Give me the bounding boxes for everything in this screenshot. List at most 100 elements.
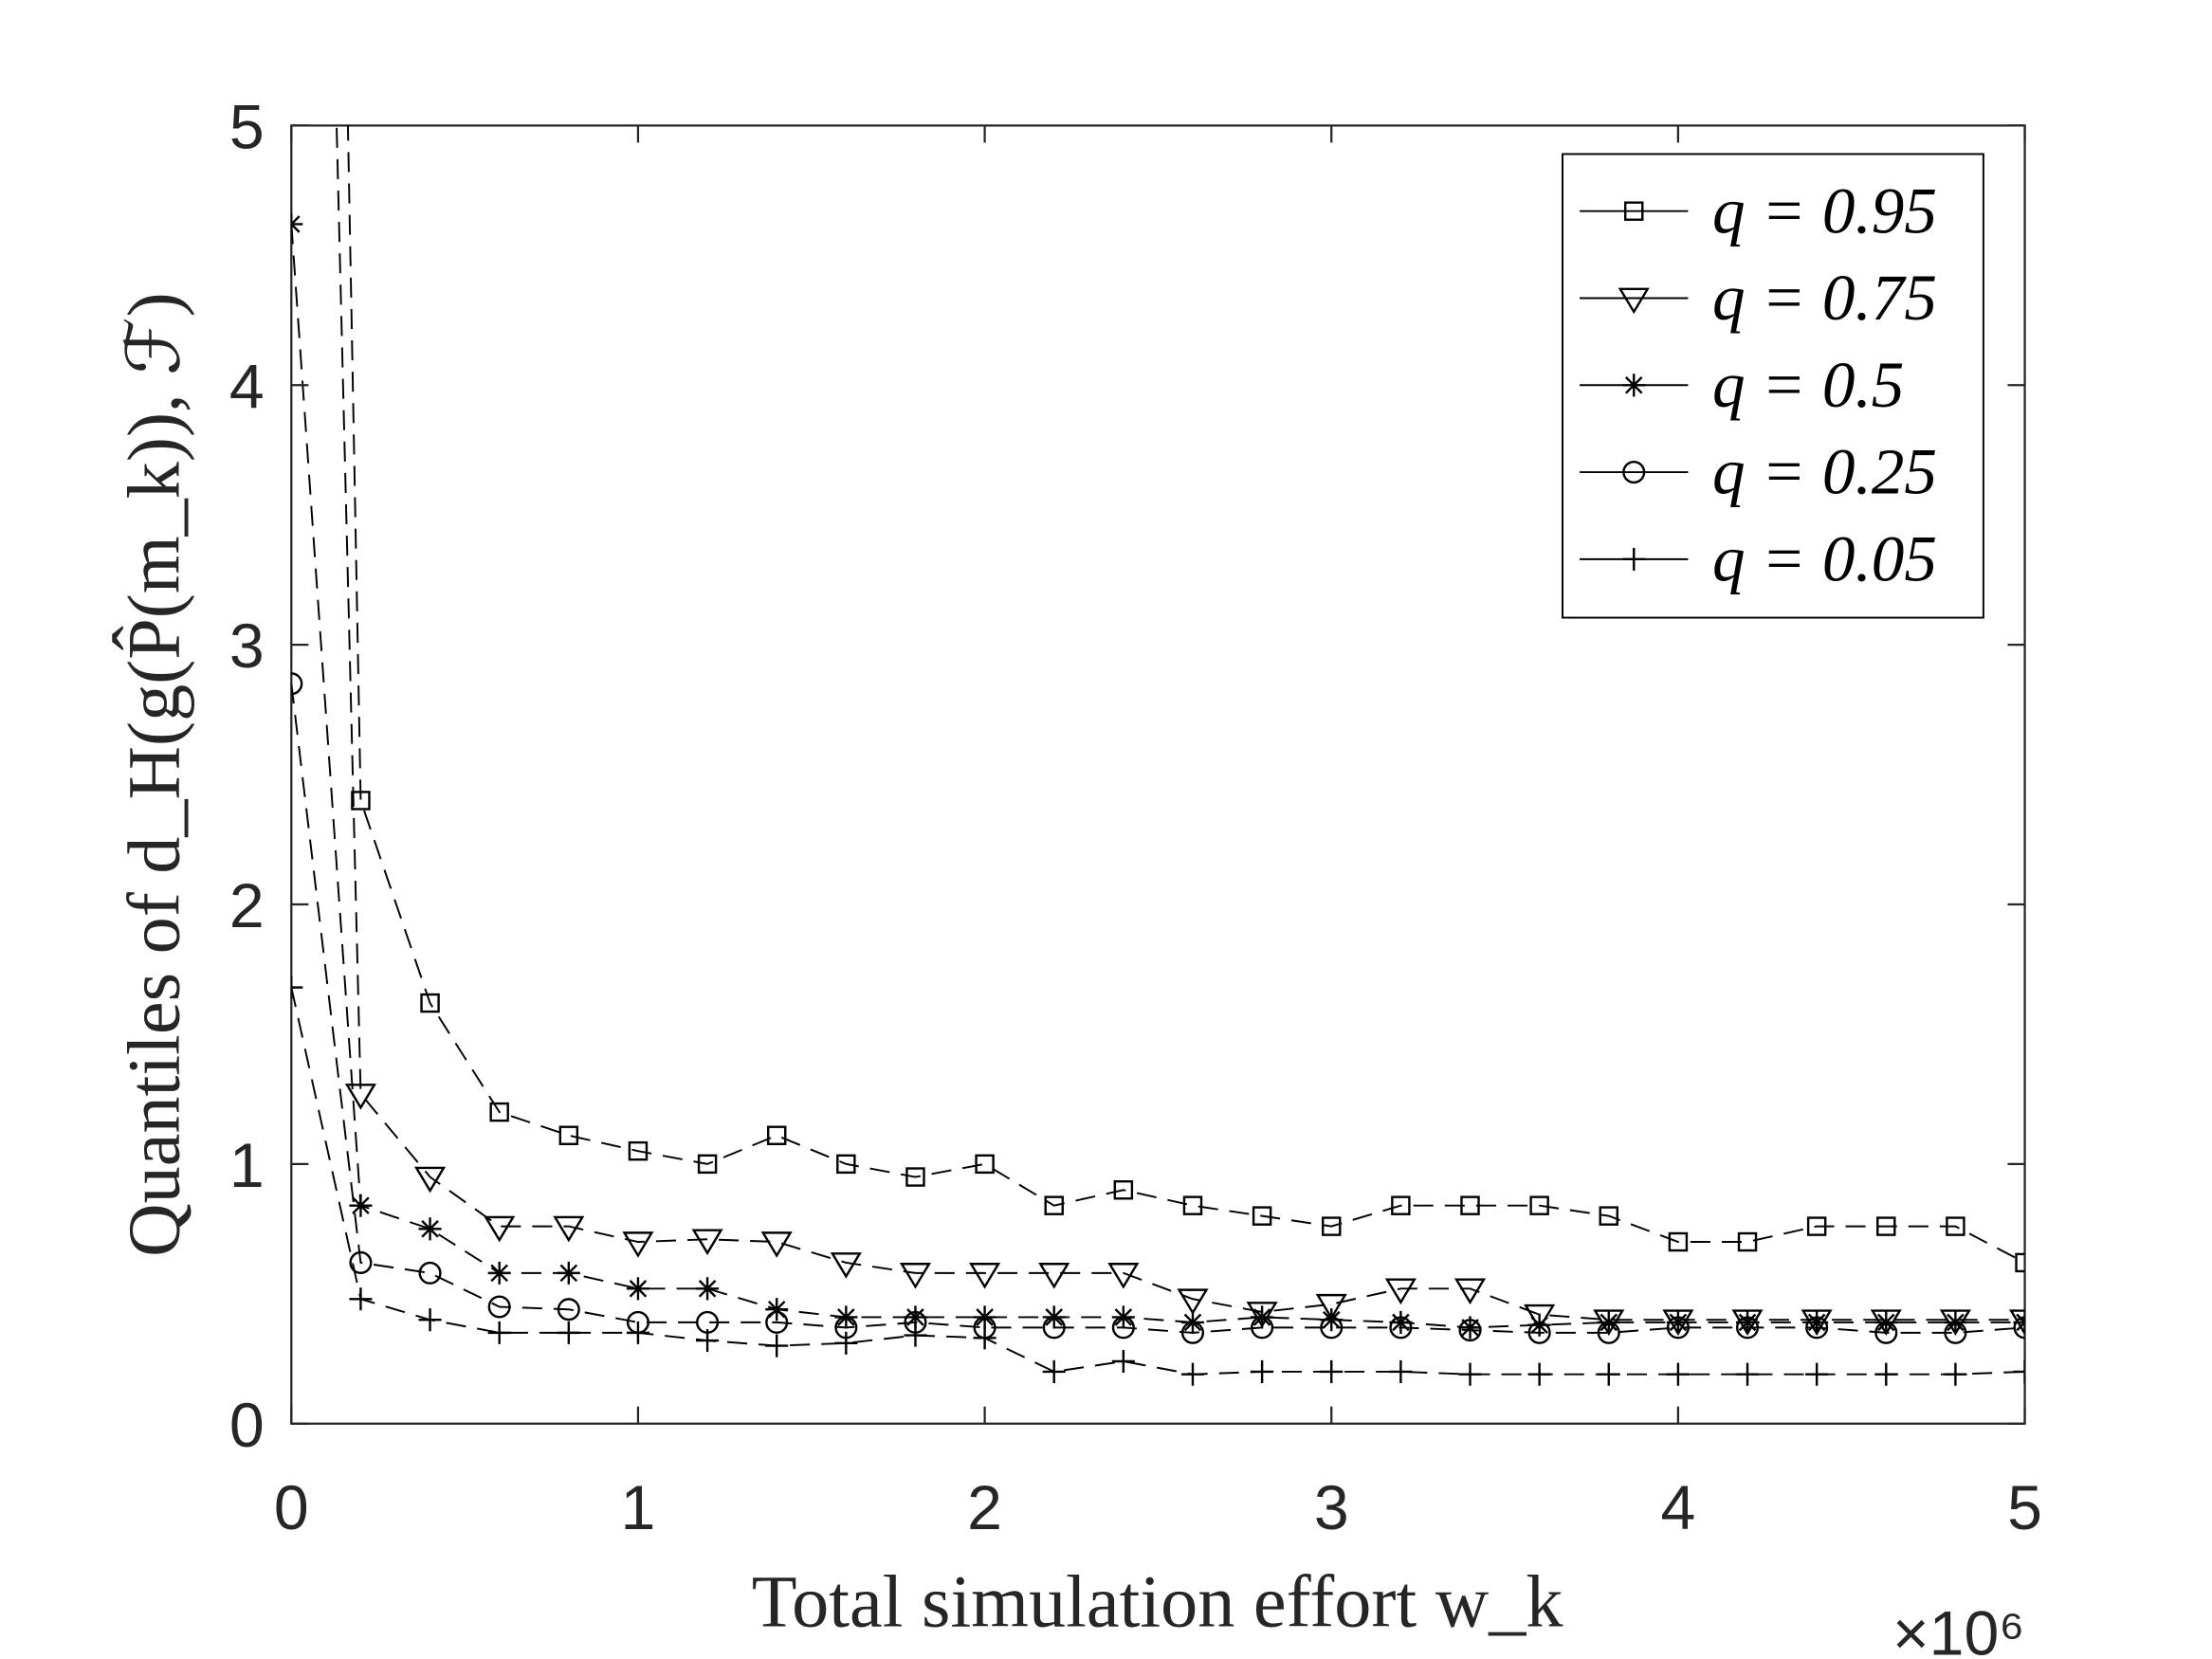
marker-plus	[765, 1334, 789, 1358]
marker-square	[1529, 1195, 1549, 1215]
marker-plus	[1666, 1362, 1690, 1386]
marker-plus	[1389, 1359, 1413, 1383]
marker-circle	[418, 1261, 442, 1285]
marker-triangle	[1038, 1263, 1070, 1289]
plot-area	[291, 125, 2025, 1386]
legend-label: q = 0.25	[1712, 435, 1937, 508]
marker-asterisk	[1320, 1308, 1344, 1332]
marker-square	[1182, 1195, 1203, 1215]
y-tick-label: 5	[229, 92, 265, 162]
marker-plus	[834, 1331, 858, 1355]
marker-plus	[557, 1321, 580, 1344]
marker-triangle	[553, 1215, 585, 1243]
marker-square	[558, 1125, 579, 1145]
marker-asterisk	[1666, 1310, 1690, 1334]
marker-asterisk	[1389, 1310, 1413, 1334]
x-tick-label: 1	[621, 1473, 656, 1543]
marker-square	[766, 1125, 787, 1145]
marker-square	[2015, 1252, 2025, 1273]
marker-square	[1044, 1195, 1064, 1215]
marker-plus	[696, 1329, 720, 1353]
marker-circle	[1458, 1319, 1482, 1342]
marker-circle	[765, 1310, 789, 1334]
marker-plus	[1597, 1362, 1620, 1386]
marker-circle	[291, 672, 303, 696]
marker-triangle	[899, 1263, 932, 1289]
marker-plus	[1944, 1362, 1967, 1386]
x-exponent-label: ×10⁶	[1892, 1598, 2025, 1659]
marker-plus	[1042, 1359, 1066, 1383]
marker-plus	[904, 1323, 927, 1347]
marker-square	[1668, 1231, 1689, 1252]
x-tick-label: 0	[274, 1473, 309, 1543]
marker-plus	[1180, 1362, 1205, 1386]
marker-square	[1624, 201, 1644, 221]
marker-square	[697, 1154, 718, 1175]
marker-plus	[1458, 1362, 1482, 1386]
marker-square	[836, 1154, 856, 1175]
series-line	[346, 125, 2025, 1264]
marker-plus	[1111, 1349, 1135, 1374]
marker-square	[489, 1102, 509, 1122]
marker-triangle	[1618, 287, 1650, 315]
marker-plus	[487, 1321, 511, 1344]
marker-triangle	[484, 1215, 516, 1243]
y-tick-label: 0	[229, 1391, 265, 1461]
marker-square	[628, 1140, 649, 1161]
marker-asterisk	[765, 1298, 789, 1322]
series-line	[291, 224, 2025, 1329]
legend-label: q = 0.95	[1712, 173, 1937, 246]
series-line	[336, 125, 2025, 1322]
marker-triangle	[1246, 1302, 1278, 1328]
marker-asterisk	[1735, 1310, 1760, 1334]
marker-plus	[1874, 1362, 1898, 1386]
y-tick-label: 1	[229, 1131, 265, 1201]
marker-plus	[1805, 1362, 1829, 1386]
marker-triangle	[622, 1231, 654, 1258]
marker-square	[1599, 1206, 1618, 1226]
marker-plus	[1735, 1362, 1760, 1386]
marker-circle	[1042, 1316, 1066, 1340]
marker-circle	[1597, 1321, 1620, 1344]
marker-asterisk	[349, 1194, 373, 1217]
marker-asterisk	[696, 1277, 720, 1301]
marker-plus	[626, 1321, 649, 1344]
series-line	[291, 987, 2025, 1376]
legend-label: q = 0.75	[1712, 261, 1937, 334]
x-tick-label: 3	[1314, 1473, 1349, 1543]
marker-asterisk	[904, 1305, 927, 1329]
marker-circle	[1874, 1321, 1898, 1344]
legend-label: q = 0.05	[1712, 521, 1937, 594]
marker-plus	[349, 1287, 373, 1311]
y-axis-label: Quantiles of d_H(g(P̂(m_k)), ℱ)	[112, 292, 194, 1257]
legend-label: q = 0.5	[1712, 348, 1904, 421]
marker-plus	[973, 1326, 996, 1350]
marker-circle	[1527, 1321, 1551, 1344]
marker-plus	[1320, 1359, 1344, 1383]
marker-square	[420, 993, 440, 1013]
series-line	[291, 684, 2025, 1334]
marker-plus	[2013, 1359, 2025, 1383]
marker-asterisk	[291, 212, 303, 236]
marker-asterisk	[1458, 1316, 1482, 1340]
marker-circle	[487, 1295, 511, 1319]
marker-plus	[1251, 1359, 1274, 1383]
marker-square	[1322, 1216, 1342, 1236]
x-tick-label: 5	[2007, 1473, 2042, 1543]
marker-square	[1391, 1195, 1411, 1215]
marker-asterisk	[487, 1261, 511, 1285]
marker-triangle	[1453, 1278, 1487, 1305]
marker-circle	[349, 1250, 373, 1274]
marker-triangle	[969, 1263, 1001, 1289]
marker-square	[1252, 1206, 1272, 1226]
marker-square	[1460, 1195, 1480, 1215]
marker-square	[1876, 1216, 1896, 1236]
y-tick-label: 3	[229, 611, 265, 682]
marker-circle	[1735, 1316, 1760, 1340]
y-tick-label: 4	[229, 352, 265, 422]
x-tick-label: 4	[1660, 1473, 1695, 1543]
marker-triangle	[344, 1084, 377, 1110]
marker-circle	[1389, 1316, 1413, 1340]
marker-square	[1946, 1216, 1965, 1236]
